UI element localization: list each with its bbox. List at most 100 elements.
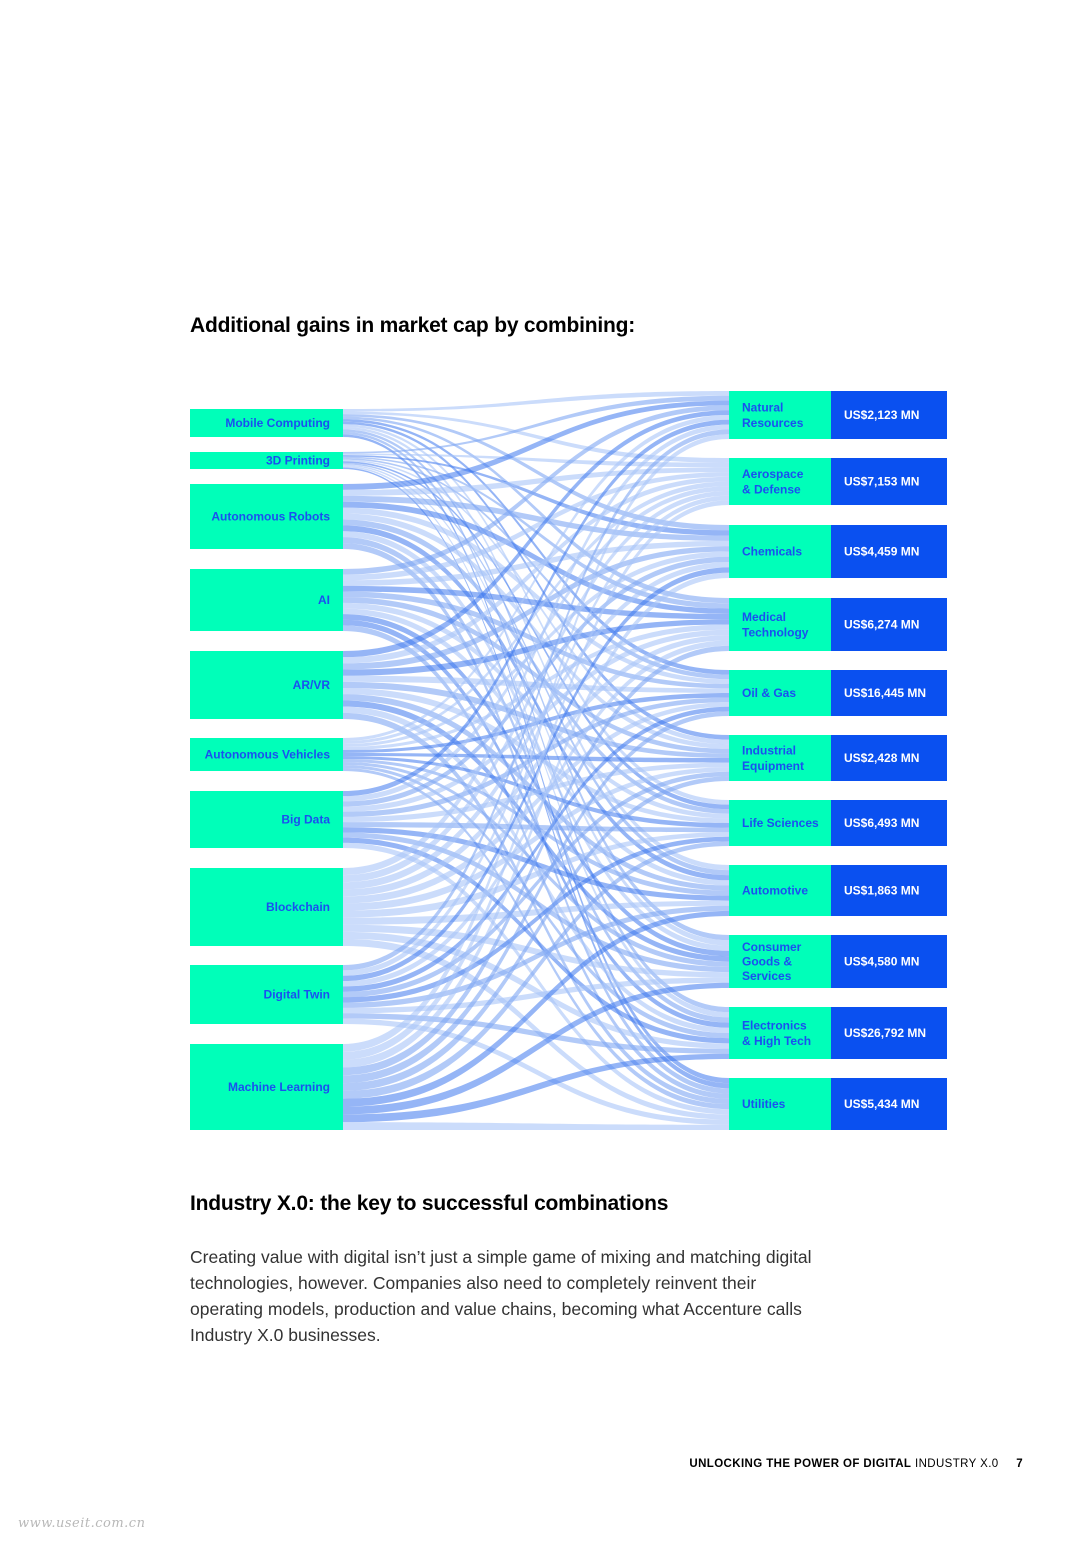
watermark: www.useit.com.cn [18,1516,146,1531]
flow-autonomous-robots-to-automotive [343,525,729,881]
page-footer: UNLOCKING THE POWER OF DIGITAL INDUSTRY … [689,1458,1023,1470]
tech-node-machine-learning [190,1044,343,1130]
flow-autonomous-robots-to-chemicals [343,495,729,541]
flow-digital-twin-to-automotive [343,905,729,1008]
value-box-life-sciences [831,800,947,846]
flow-machine-learning-to-natural-resources [343,434,729,1052]
tech-node-digital-twin [190,965,343,1024]
industry-node-life-sciences [729,800,831,846]
flow-mobile-computing-to-aerospace-and-defense [343,411,729,463]
value-label-utilities: US$5,434 MN [844,1097,919,1111]
value-label-chemicals: US$4,459 MN [844,545,919,559]
industry-label-industrial-equipment: Industrial Equipment [742,743,804,773]
flow-big-data-to-chemicals [343,556,729,807]
tech-label-mobile-computing: Mobile Computing [225,416,330,430]
tech-label-3d-printing: 3D Printing [266,454,330,468]
value-box-oil-and-gas [831,670,947,716]
flow-autonomous-robots-to-oil-and-gas [343,507,729,684]
flow-blockchain-to-medical-technology [343,635,729,897]
flow-machine-learning-to-consumer-goods-and-services [343,982,729,1115]
flow-digital-twin-to-utilities [343,1018,729,1125]
value-label-industrial-equipment: US$2,428 MN [844,751,919,765]
flow-ai-to-oil-and-gas [343,591,729,689]
flow-digital-twin-to-medical-technology [343,640,729,987]
industry-node-aerospace-and-defense [729,458,831,505]
flow-blockchain-to-natural-resources [343,424,729,876]
value-label-medical-technology: US$6,274 MN [844,618,919,632]
flow-machine-learning-to-utilities [343,1122,729,1130]
flow-ai-to-industrial-equipment [343,597,729,754]
industry-label-medical-technology: Medical Technology [742,610,809,640]
flow-autonomous-robots-to-natural-resources [343,400,729,490]
tech-node-mobile-computing [190,409,343,437]
industry-node-medical-technology [729,598,831,651]
tech-label-machine-learning: Machine Learning [228,1080,330,1094]
flow-autonomous-robots-to-medical-technology [343,501,729,614]
flow-mobile-computing-to-chemicals [343,414,729,531]
value-box-medical-technology [831,598,947,651]
industry-node-oil-and-gas [729,670,831,716]
flow-mobile-computing-to-industrial-equipment [343,421,729,740]
flow-digital-twin-to-consumer-goods-and-services [343,977,729,1014]
tech-label-autonomous-vehicles: Autonomous Vehicles [205,748,331,762]
flow-ai-to-automotive [343,608,729,886]
industry-label-life-sciences: Life Sciences [742,816,819,830]
flow-digital-twin-to-aerospace-and-defense [343,495,729,976]
flow-machine-learning-to-oil-and-gas [343,711,729,1084]
flow-blockchain-to-aerospace-and-defense [343,490,729,883]
value-box-consumer-goods-and-services [831,935,947,988]
tech-node-autonomous-robots [190,484,343,549]
tech-node-ai [190,569,343,631]
flow-3d-printing-to-chemicals [343,455,729,536]
value-box-aerospace-and-defense [831,458,947,505]
value-label-electronics-and-high-tech: US$26,792 MN [844,1026,926,1040]
flow-big-data-to-automotive [343,827,729,901]
flow-machine-learning-to-aerospace-and-defense [343,500,729,1060]
industry-label-automotive: Automotive [742,884,808,898]
value-label-oil-and-gas: US$16,445 MN [844,686,926,700]
value-box-chemicals [831,525,947,578]
flow-blockchain-to-utilities [343,938,729,1120]
flow-ar-vr-to-electronics-and-high-tech [343,706,729,1033]
section-heading: Industry X.0: the key to successful comb… [190,1192,669,1215]
value-box-utilities [831,1078,947,1130]
flow-blockchain-to-oil-and-gas [343,702,729,904]
value-box-electronics-and-high-tech [831,1007,947,1059]
tech-node-3d-printing [190,452,343,469]
industry-node-natural-resources [729,391,831,439]
industry-label-consumer-goods-and-services: Consumer Goods & Services [742,940,802,983]
flow-digital-twin-to-electronics-and-high-tech [343,1013,729,1054]
industry-node-utilities [729,1078,831,1130]
flow-big-data-to-natural-resources [343,419,729,797]
value-label-life-sciences: US$6,493 MN [844,816,919,830]
flow-blockchain-to-consumer-goods-and-services [343,924,729,978]
tech-node-autonomous-vehicles [190,738,343,771]
tech-node-blockchain [190,868,343,946]
flow-ar-vr-to-utilities [343,712,729,1104]
flow-digital-twin-to-natural-resources [343,429,729,971]
flow-machine-learning-to-automotive [343,910,729,1107]
flow-autonomous-vehicles-to-aerospace-and-defense [343,481,729,744]
tech-label-big-data: Big Data [281,813,330,827]
industry-label-chemicals: Chemicals [742,545,802,559]
flow-autonomous-robots-to-life-sciences [343,519,729,814]
tech-label-digital-twin: Digital Twin [264,988,330,1002]
flow-ai-to-medical-technology [343,585,729,620]
footer-title: UNLOCKING THE POWER OF DIGITAL [689,1458,912,1470]
industry-node-industrial-equipment [729,735,831,781]
flow-big-data-to-medical-technology [343,629,729,812]
flow-digital-twin-to-industrial-equipment [343,771,729,998]
flow-ai-to-aerospace-and-defense [343,472,729,581]
flow-ai-to-chemicals [343,540,729,586]
industry-label-oil-and-gas: Oil & Gas [742,686,796,700]
body-paragraph: Creating value with digital isn’t just a… [190,1247,812,1345]
flow-machine-learning-to-chemicals [343,572,729,1068]
flow-big-data-to-oil-and-gas [343,697,729,817]
industry-label-aerospace-and-defense: Aerospace & Defense [742,467,804,497]
flow-ai-to-natural-resources [343,405,729,575]
flow-blockchain-to-life-sciences [343,832,729,918]
tech-label-ai: AI [318,593,330,607]
flow-ai-to-electronics-and-high-tech [343,619,729,1028]
flow-links [343,391,729,1130]
